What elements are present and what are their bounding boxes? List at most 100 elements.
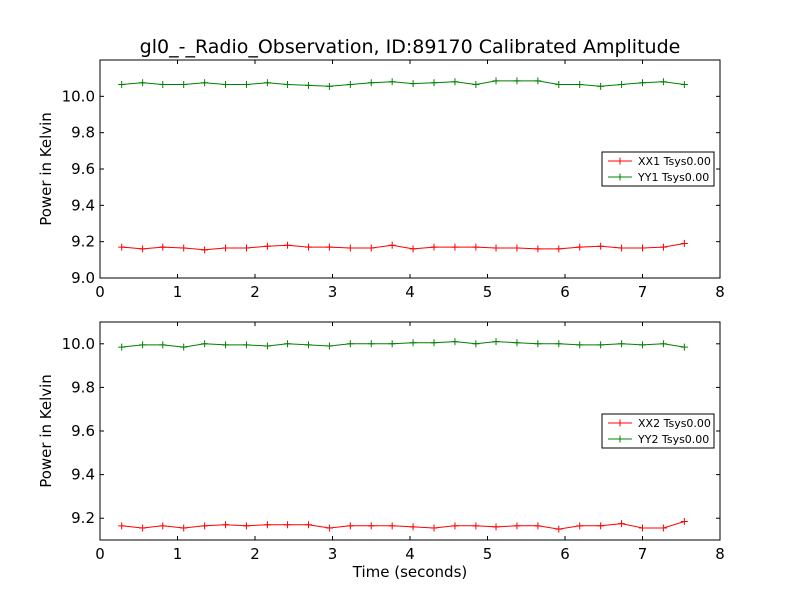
data-point [388, 241, 396, 249]
data-point [597, 341, 605, 349]
data-point [388, 78, 396, 86]
legend-box [601, 151, 715, 187]
data-point [201, 522, 209, 530]
x-tick-label: 1 [173, 545, 183, 563]
legend-swatch-marker [616, 419, 624, 427]
data-point [367, 79, 375, 87]
data-point [180, 524, 188, 532]
data-point [576, 81, 584, 89]
data-point [139, 341, 147, 349]
x-tick-label: 0 [95, 283, 105, 301]
data-point [139, 79, 147, 87]
data-point [118, 243, 126, 251]
series-line-2 [121, 80, 685, 87]
data-point [201, 340, 209, 348]
data-point [222, 341, 230, 349]
y-tick-label: 9.8 [71, 378, 95, 396]
bottom-plot-panel: 0 1 2 3 4 5 6 7 8 9.2 9.4 9.6 9.8 10.0 Power in Kelvin… [37, 321, 725, 581]
data-point [346, 244, 354, 252]
x-tick-label: 6 [560, 283, 570, 301]
data-point [555, 340, 563, 348]
y-axis-label: Power in Kelvin [37, 112, 55, 226]
data-point [284, 521, 292, 529]
data-point [367, 244, 375, 252]
x-tick-label: 8 [715, 283, 725, 301]
data-point [597, 242, 605, 250]
legend-swatch-marker [616, 435, 624, 443]
data-point [555, 525, 563, 533]
data-point [430, 243, 438, 251]
legend-box [601, 413, 715, 449]
x-tick-label: 3 [328, 283, 338, 301]
data-point [222, 81, 230, 89]
data-point [180, 244, 188, 252]
data-point [242, 341, 250, 349]
x-tick-label: 5 [483, 283, 493, 301]
data-point [430, 524, 438, 532]
data-point [263, 79, 271, 87]
y-tick-label: 10.0 [62, 335, 95, 353]
data-point [618, 340, 626, 348]
x-tick-label: 2 [250, 283, 260, 301]
top-plot-panel: 0 1 2 3 4 5 6 7 8 9.0 9.2 9.4 9.6 9.8 10.0 Power in Kel… [37, 59, 725, 301]
x-tick-label: 2 [250, 545, 260, 563]
data-point [263, 521, 271, 529]
data-point [409, 80, 417, 88]
data-point [388, 522, 396, 530]
data-point [534, 522, 542, 530]
data-point [159, 522, 167, 530]
data-point [180, 343, 188, 351]
data-point [222, 521, 230, 529]
data-point [451, 243, 459, 251]
data-point [263, 342, 271, 350]
x-axis-label: Time (seconds) [352, 563, 468, 581]
data-point [118, 81, 126, 89]
data-point [201, 79, 209, 87]
data-point [659, 340, 667, 348]
data-point [639, 79, 646, 87]
data-point [139, 524, 147, 532]
data-point [242, 522, 250, 530]
data-point [534, 340, 542, 348]
data-point [513, 77, 521, 85]
series-line-2 [121, 341, 685, 348]
data-point [534, 77, 542, 85]
data-point [597, 522, 605, 530]
data-point [409, 245, 417, 253]
data-point [680, 239, 688, 247]
data-point [659, 78, 667, 86]
x-tick-label: 8 [715, 545, 725, 563]
y-tick-label: 9.2 [71, 233, 95, 251]
data-point [639, 244, 646, 252]
data-point [284, 81, 292, 89]
data-point [367, 340, 375, 348]
x-tick-label: 6 [560, 545, 570, 563]
data-point [325, 82, 333, 90]
data-point [346, 81, 354, 89]
data-point [472, 522, 480, 530]
data-point [492, 244, 500, 252]
data-point [284, 340, 292, 348]
data-point [639, 524, 646, 532]
y-tick-label: 9.4 [71, 466, 95, 484]
chart-title: gl0_-_Radio_Observation, ID:89170 Calibr… [140, 36, 681, 58]
data-point [618, 81, 626, 89]
data-point [472, 243, 480, 251]
y-tick-label: 9.8 [71, 124, 95, 142]
data-point [304, 243, 312, 251]
data-point [242, 81, 250, 89]
x-tick-label: 7 [638, 283, 648, 301]
x-tick-label: 0 [95, 545, 105, 563]
data-point [680, 343, 688, 351]
data-point [451, 78, 459, 86]
series-line-1 [121, 243, 685, 251]
y-tick-label: 9.4 [71, 196, 95, 214]
data-point [304, 81, 312, 89]
legend-entry-label: YY2 Tsys0.00 [637, 433, 709, 446]
data-point [597, 82, 605, 90]
data-point [534, 245, 542, 253]
data-point [430, 339, 438, 347]
data-point [201, 246, 209, 254]
data-point [639, 341, 646, 349]
x-tick-label: 3 [328, 545, 338, 563]
